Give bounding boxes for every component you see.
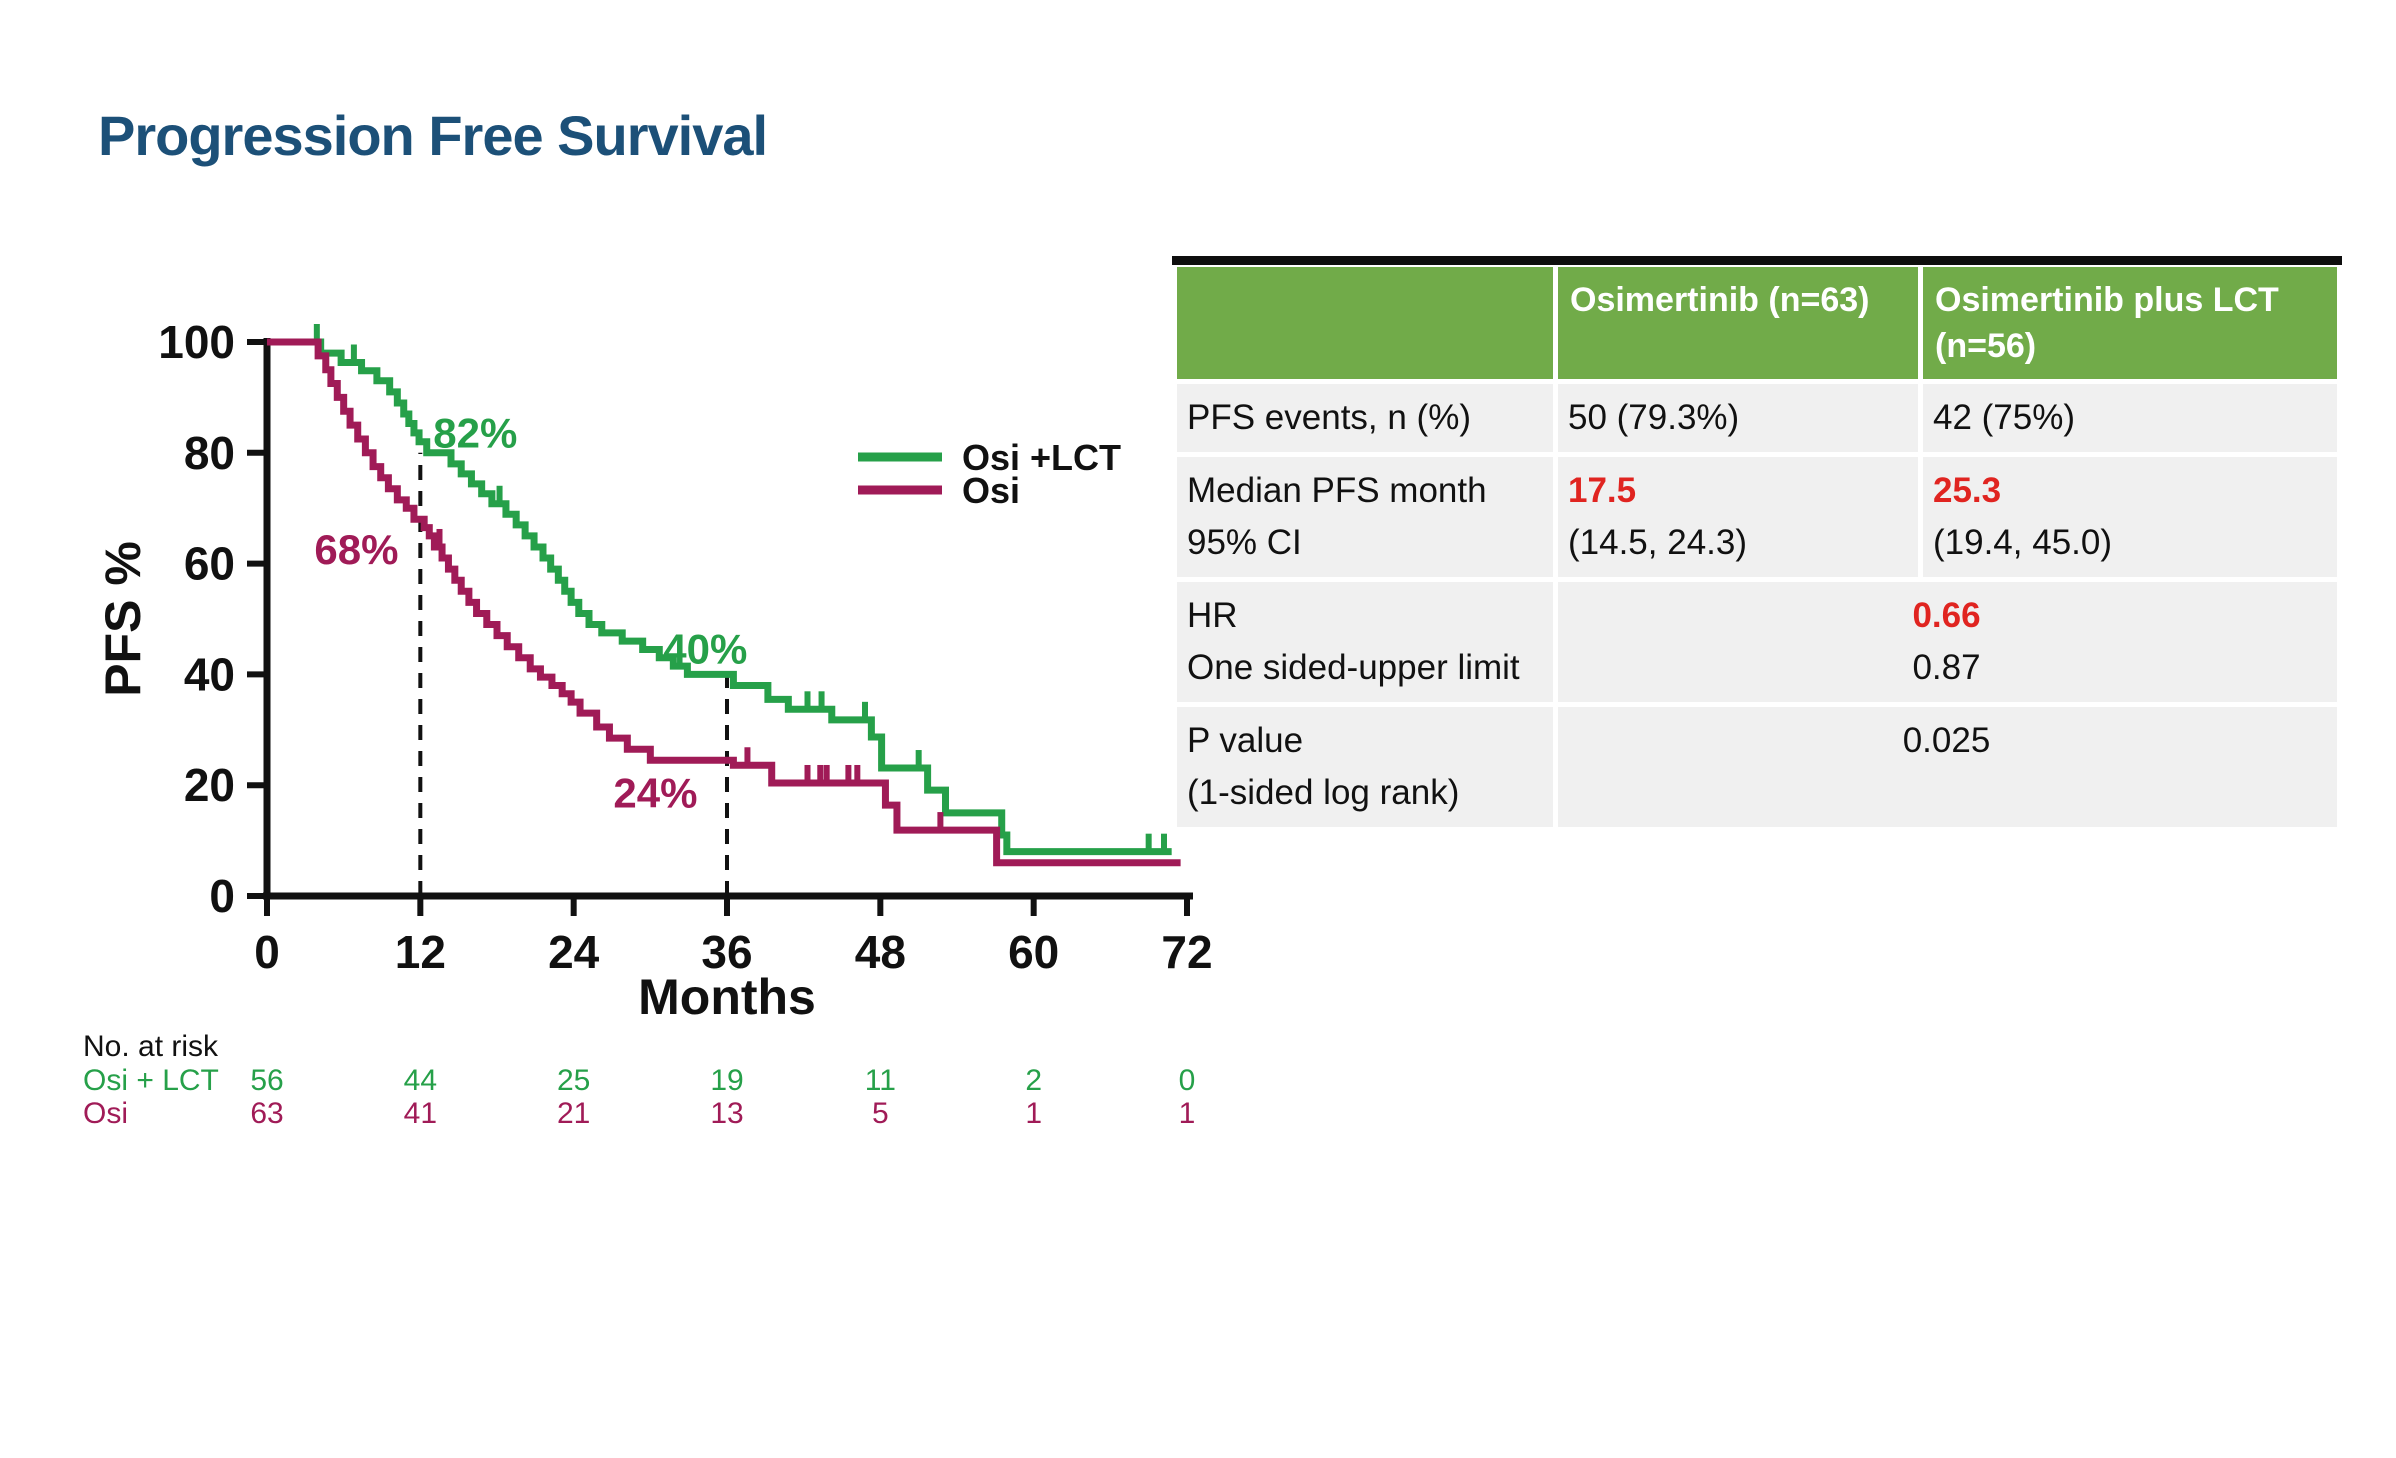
x-tick-label-60: 60 [1008,926,1059,978]
median-pfs-osi-lct-ci: (19.4, 45.0) [1933,523,2112,562]
x-tick-label-0: 0 [254,926,280,978]
risk-value: 41 [404,1097,437,1130]
stats-row-median-pfs: Median PFS month 95% CI 17.5 (14.5, 24.3… [1177,457,2337,577]
km-step-path [267,338,1172,856]
x-tick-label-12: 12 [395,926,446,978]
annotation-68pct: 68% [314,526,398,573]
risk-value: 44 [404,1064,437,1097]
median-pfs-osi-value: 17.5 [1568,471,1637,510]
stats-header-osimertinib: Osimertinib (n=63) [1558,267,1918,379]
legend-label-osi-lct: Osi +LCT [962,437,1121,478]
hr-label-line2: One sided-upper limit [1187,648,1520,687]
hr-label: HR One sided-upper limit [1177,582,1553,702]
km-curve-osi-lct [267,324,1172,856]
risk-value: 25 [557,1064,590,1097]
annotations: 82% 68% 40% 24% [314,409,747,816]
y-tick-label-20: 20 [184,759,235,811]
km-curve-osi [267,338,1181,867]
risk-value: 63 [250,1097,283,1130]
axes: 0 20 40 60 80 100 0 12 24 36 48 60 72 PFS % Months [95,316,1213,1025]
risk-value: 21 [557,1097,590,1130]
risk-value: 13 [710,1097,743,1130]
y-tick-label-60: 60 [184,538,235,590]
risk-value: 19 [710,1064,743,1097]
x-tick-label-24: 24 [548,926,600,978]
km-step-path [267,338,1181,867]
stats-header-osimertinib-plus-lct: Osimertinib plus LCT (n=56) [1923,267,2337,379]
pfs-events-osi: 50 (79.3%) [1558,384,1918,452]
hr-label-line1: HR [1187,596,1238,635]
median-pfs-osi-lct: 25.3 (19.4, 45.0) [1923,457,2337,577]
y-tick-label-0: 0 [209,870,235,922]
legend-label-osi: Osi [962,470,1020,511]
annotation-40pct: 40% [663,625,747,672]
x-axis-label: Months [638,969,816,1025]
stats-header-empty [1177,267,1553,379]
page-title: Progression Free Survival [98,104,768,167]
p-value-label-line2: (1-sided log rank) [1187,773,1460,812]
stats-header-row: Osimertinib (n=63) Osimertinib plus LCT … [1177,267,2337,379]
p-value-value: 0.025 [1902,721,1991,760]
annotation-24pct: 24% [613,770,697,817]
risk-row-label: Osi [83,1097,128,1130]
median-pfs-osi-lct-value: 25.3 [1933,471,2002,510]
annotation-82pct: 82% [433,409,517,456]
reference-lines [418,452,729,896]
risk-table-title: No. at risk [83,1030,219,1063]
median-pfs-osi: 17.5 (14.5, 24.3) [1558,457,1918,577]
hr-value: 0.66 [1912,596,1981,635]
pfs-events-label: PFS events, n (%) [1177,384,1553,452]
risk-value: 1 [1025,1097,1042,1130]
hr-upper-limit: 0.87 [1912,648,1981,687]
x-tick-label-36: 36 [701,926,752,978]
pfs-events-osi-lct: 42 (75%) [1923,384,2337,452]
risk-value: 11 [865,1064,896,1097]
stats-row-hr: HR One sided-upper limit 0.66 0.87 [1177,582,2337,702]
stats-row-pfs-events: PFS events, n (%) 50 (79.3%) 42 (75%) [1177,384,2337,452]
p-value-cell: 0.025 [1558,707,2337,827]
median-pfs-osi-ci: (14.5, 24.3) [1568,523,1747,562]
y-tick-label-80: 80 [184,427,235,479]
p-value-label-line1: P value [1187,721,1304,760]
risk-value: 56 [250,1064,283,1097]
stats-table: Osimertinib (n=63) Osimertinib plus LCT … [1172,256,2342,832]
y-tick-label-40: 40 [184,648,235,700]
x-tick-label-48: 48 [855,926,906,978]
median-pfs-label: Median PFS month 95% CI [1177,457,1553,577]
hr-values: 0.66 0.87 [1558,582,2337,702]
x-tick-label-72: 72 [1161,926,1212,978]
risk-value: 0 [1179,1064,1196,1097]
y-tick-label-100: 100 [158,316,235,368]
y-axis-label: PFS % [95,541,151,697]
risk-value: 5 [872,1097,889,1130]
median-pfs-label-line1: Median PFS month [1187,471,1487,510]
risk-value: 1 [1179,1097,1196,1130]
stats-row-p-value: P value (1-sided log rank) 0.025 [1177,707,2337,827]
median-pfs-label-line2: 95% CI [1187,523,1302,562]
p-value-label: P value (1-sided log rank) [1177,707,1553,827]
risk-value: 2 [1025,1064,1042,1097]
risk-row-label: Osi + LCT [83,1064,219,1097]
stats-table-top-border [1172,256,2342,265]
